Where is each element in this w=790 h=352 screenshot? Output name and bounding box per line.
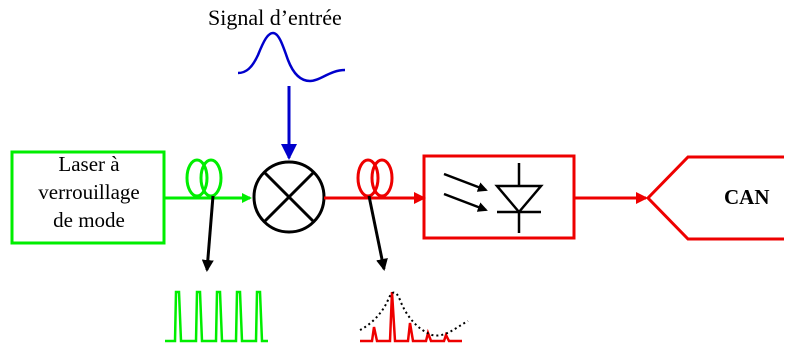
modulated-tap-arrow (367, 195, 388, 271)
adc-box (645, 155, 784, 241)
fiber-loop-icon (185, 158, 223, 198)
modulation-envelope (359, 291, 469, 337)
laser-tap-arrow (201, 195, 215, 272)
adc-label: CAN (724, 185, 770, 209)
laser-label-line-3: de mode (53, 208, 125, 232)
input-signal-title: Signal d’entrée (208, 5, 342, 30)
photodiode-icon (443, 163, 544, 233)
photodiode-box (422, 154, 576, 240)
laser-pulse-train (165, 290, 268, 343)
laser-label-line-1: Laser à (58, 152, 120, 176)
circle-cross-multiplier-icon (252, 160, 326, 234)
fiber-loop-icon-output (356, 158, 394, 198)
input-signal-waveform (237, 31, 346, 83)
laser-label-line-2: verrouillage (38, 180, 140, 204)
modulated-pulse-train (360, 291, 462, 343)
laser-label: Laser à verrouillage de mode (14, 150, 164, 234)
